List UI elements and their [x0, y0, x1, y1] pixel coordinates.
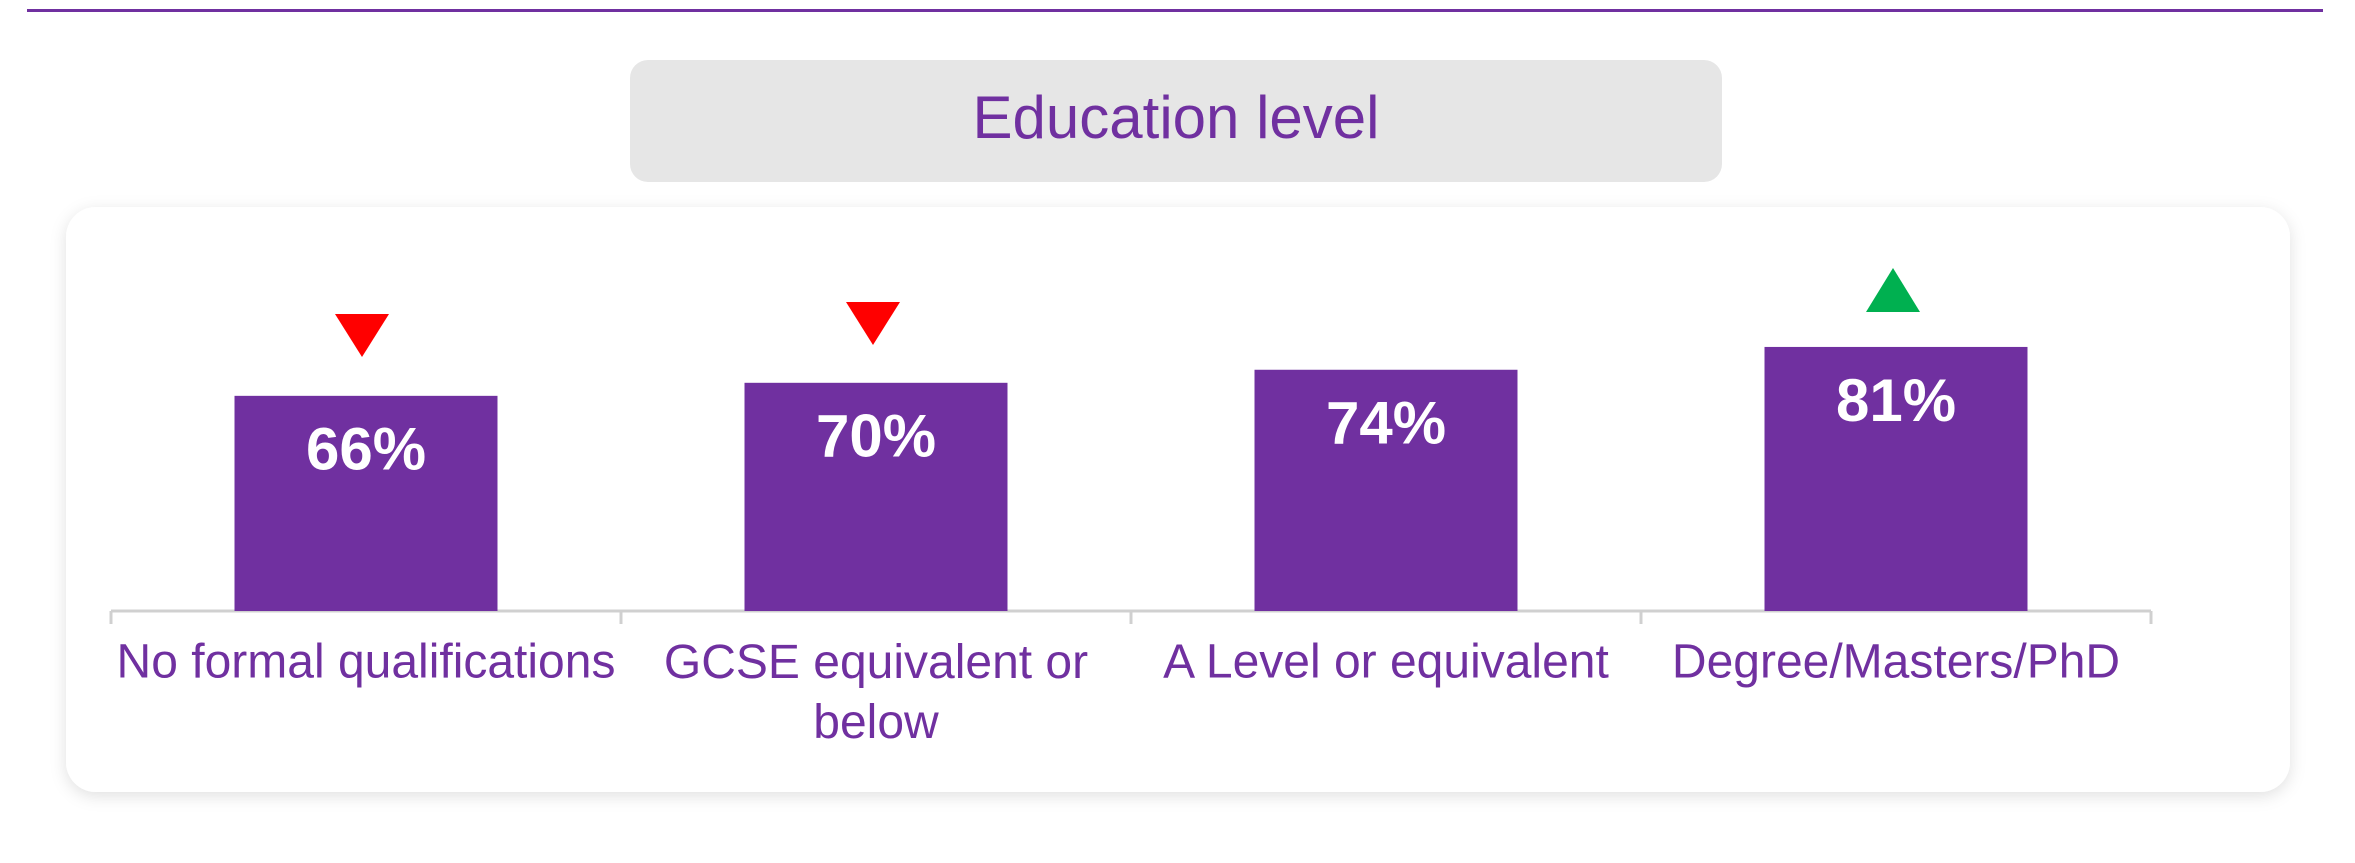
- bar: [744, 382, 1008, 611]
- value-label: 74%: [1326, 390, 1446, 457]
- label-line: GCSE equivalent or: [664, 636, 1088, 689]
- value-label: 81%: [1836, 367, 1956, 434]
- decrease-marker: [846, 302, 900, 345]
- card: [66, 207, 2290, 792]
- decrease-marker: [335, 314, 389, 357]
- x-tick-label: GCSE equivalent or below: [664, 636, 1088, 749]
- value-label: 66%: [306, 416, 426, 483]
- bar: [1254, 369, 1518, 611]
- bar: [234, 395, 498, 611]
- x-tick-label: No formal qualifications: [117, 636, 616, 689]
- x-tick-label: A Level or equivalent: [1163, 636, 1609, 689]
- bar: [1764, 346, 2028, 611]
- value-label: 70%: [816, 403, 936, 470]
- x-tick-label: Degree/Masters/PhD: [1672, 636, 2120, 689]
- title-box: [630, 60, 1722, 182]
- increase-marker: [1866, 268, 1920, 312]
- label-line: below: [813, 696, 939, 749]
- chart-title: Education level: [973, 84, 1380, 151]
